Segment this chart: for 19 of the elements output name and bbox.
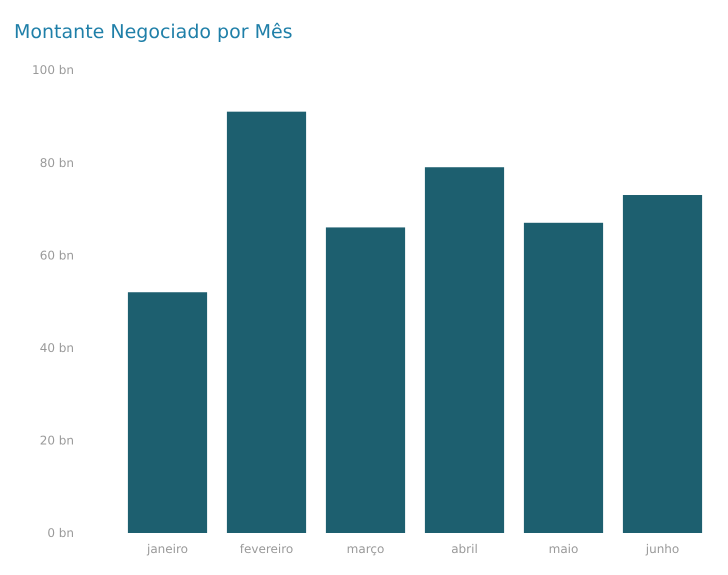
x-tick-label: maio	[548, 542, 578, 556]
y-tick-label: 0 bn	[47, 526, 74, 540]
y-tick-label: 100 bn	[32, 63, 74, 78]
bar	[326, 227, 406, 533]
y-tick-label: 40 bn	[40, 341, 74, 355]
y-tick-label: 20 bn	[40, 434, 74, 448]
chart-title: Montante Negociado por Mês	[14, 21, 293, 43]
bar	[128, 292, 208, 533]
x-tick-label: fevereiro	[240, 542, 294, 556]
y-tick-label: 60 bn	[40, 248, 74, 262]
x-tick-label: janeiro	[146, 542, 188, 556]
x-tick-label: junho	[644, 542, 680, 556]
x-tick-label: abril	[451, 542, 478, 556]
bar	[524, 222, 604, 533]
bar	[622, 195, 702, 533]
bar	[424, 167, 504, 533]
y-tick-label: 80 bn	[40, 156, 74, 170]
x-tick-label: março	[346, 542, 384, 556]
bar	[226, 112, 306, 533]
